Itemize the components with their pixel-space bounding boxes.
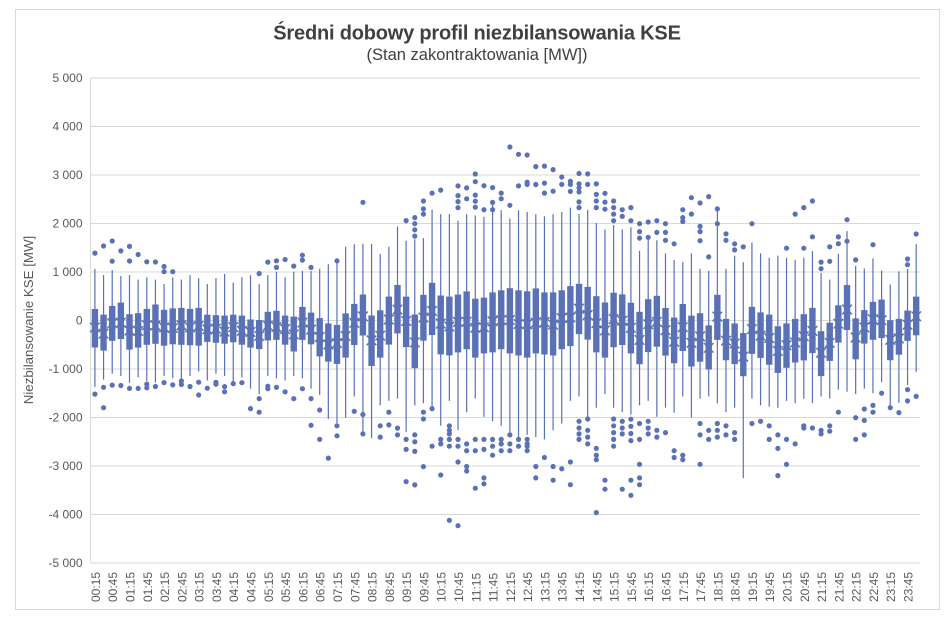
svg-text:12:15: 12:15 <box>504 572 518 602</box>
svg-text:00:15: 00:15 <box>89 572 103 602</box>
svg-text:1 000: 1 000 <box>52 265 82 279</box>
svg-text:-4 000: -4 000 <box>48 508 82 522</box>
svg-text:19:15: 19:15 <box>746 572 760 602</box>
svg-text:5 000: 5 000 <box>52 71 82 85</box>
svg-text:-1 000: -1 000 <box>48 362 82 376</box>
svg-text:01:15: 01:15 <box>124 572 138 602</box>
svg-text:Niezbilansowanie KSE [MW]: Niezbilansowanie KSE [MW] <box>21 236 36 405</box>
svg-text:15:45: 15:45 <box>625 572 639 602</box>
svg-text:01:45: 01:45 <box>141 572 155 602</box>
svg-text:05:45: 05:45 <box>279 572 293 602</box>
svg-text:-5 000: -5 000 <box>48 556 82 570</box>
svg-text:13:45: 13:45 <box>556 572 570 602</box>
svg-text:07:15: 07:15 <box>331 572 345 602</box>
svg-text:13:15: 13:15 <box>539 572 553 602</box>
svg-text:18:45: 18:45 <box>729 572 743 602</box>
svg-text:2 000: 2 000 <box>52 217 82 231</box>
svg-text:05:15: 05:15 <box>262 572 276 602</box>
svg-text:23:45: 23:45 <box>902 572 916 602</box>
svg-text:04:45: 04:45 <box>245 572 259 602</box>
svg-text:00:45: 00:45 <box>106 572 120 602</box>
svg-text:0: 0 <box>76 314 83 328</box>
svg-text:23:15: 23:15 <box>884 572 898 602</box>
svg-text:16:15: 16:15 <box>642 572 656 602</box>
svg-text:07:45: 07:45 <box>348 572 362 602</box>
svg-text:11:15: 11:15 <box>469 573 483 602</box>
svg-text:03:45: 03:45 <box>210 572 224 602</box>
svg-text:02:15: 02:15 <box>158 572 172 602</box>
svg-text:4 000: 4 000 <box>52 120 82 134</box>
svg-text:3 000: 3 000 <box>52 168 82 182</box>
svg-text:16:45: 16:45 <box>660 572 674 602</box>
svg-text:20:15: 20:15 <box>781 572 795 602</box>
svg-text:21:15: 21:15 <box>815 572 829 602</box>
svg-text:22:45: 22:45 <box>867 572 881 602</box>
svg-text:18:15: 18:15 <box>711 572 725 602</box>
svg-text:14:45: 14:45 <box>590 572 604 602</box>
svg-text:03:15: 03:15 <box>193 572 207 602</box>
svg-text:Średni dobowy profil niezbilan: Średni dobowy profil niezbilansowania KS… <box>273 21 680 45</box>
svg-text:08:15: 08:15 <box>366 572 380 602</box>
svg-text:20:45: 20:45 <box>798 572 812 602</box>
svg-text:09:15: 09:15 <box>400 572 414 602</box>
svg-text:12:45: 12:45 <box>521 572 535 602</box>
svg-text:-3 000: -3 000 <box>48 459 82 473</box>
svg-text:10:45: 10:45 <box>452 572 466 602</box>
svg-text:02:45: 02:45 <box>175 572 189 602</box>
svg-text:(Stan zakontraktowania [MW]): (Stan zakontraktowania [MW]) <box>367 46 588 64</box>
svg-text:06:15: 06:15 <box>296 572 310 602</box>
svg-text:-2 000: -2 000 <box>48 411 82 425</box>
svg-text:17:45: 17:45 <box>694 572 708 602</box>
svg-text:04:15: 04:15 <box>227 572 241 602</box>
svg-text:19:45: 19:45 <box>763 572 777 602</box>
svg-text:21:45: 21:45 <box>832 572 846 602</box>
svg-text:06:45: 06:45 <box>314 572 328 602</box>
svg-text:17:15: 17:15 <box>677 572 691 602</box>
svg-text:11:45: 11:45 <box>487 573 501 602</box>
svg-text:22:15: 22:15 <box>850 572 864 602</box>
svg-text:10:15: 10:15 <box>435 572 449 602</box>
svg-text:14:15: 14:15 <box>573 572 587 602</box>
svg-text:15:15: 15:15 <box>608 572 622 602</box>
svg-text:08:45: 08:45 <box>383 572 397 602</box>
svg-text:09:45: 09:45 <box>417 572 431 602</box>
